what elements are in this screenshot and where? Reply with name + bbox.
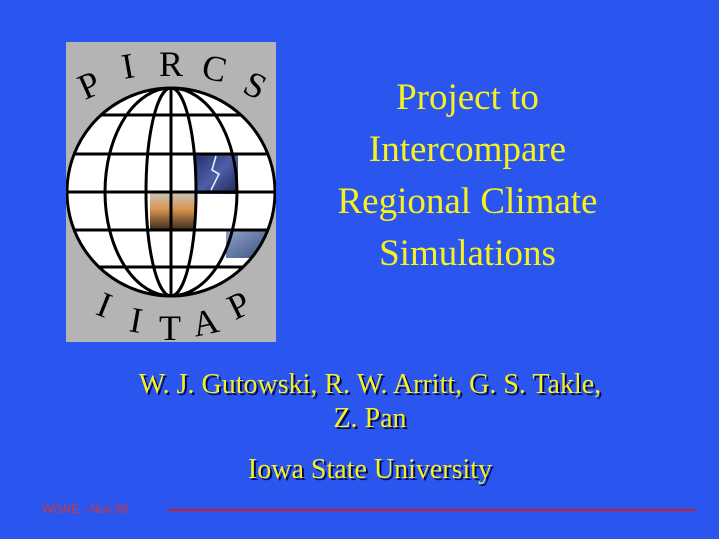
footer-label: WGNE - Nov 98 xyxy=(42,502,129,516)
footer-rule xyxy=(168,509,695,511)
title-line-3: Regional Climate xyxy=(337,181,598,222)
pircs-iitap-logo: P I R C S I I T A P xyxy=(66,42,276,342)
title-line-1: Project to xyxy=(396,77,539,118)
author-list: W. J. Gutowski, R. W. Arritt, G. S. Takl… xyxy=(20,368,719,436)
title-line-2: Intercompare xyxy=(368,129,567,170)
logo-letter-top-3: R xyxy=(159,44,183,84)
authors-line-1: W. J. Gutowski, R. W. Arritt, G. S. Takl… xyxy=(138,369,602,400)
authors-line-2: Z. Pan xyxy=(333,403,407,434)
affiliation: Iowa State University xyxy=(247,454,493,485)
slide-title: Project to Intercompare Regional Climate… xyxy=(300,72,635,280)
title-line-4: Simulations xyxy=(379,233,556,274)
logo-letter-bottom-3: T xyxy=(159,308,181,342)
